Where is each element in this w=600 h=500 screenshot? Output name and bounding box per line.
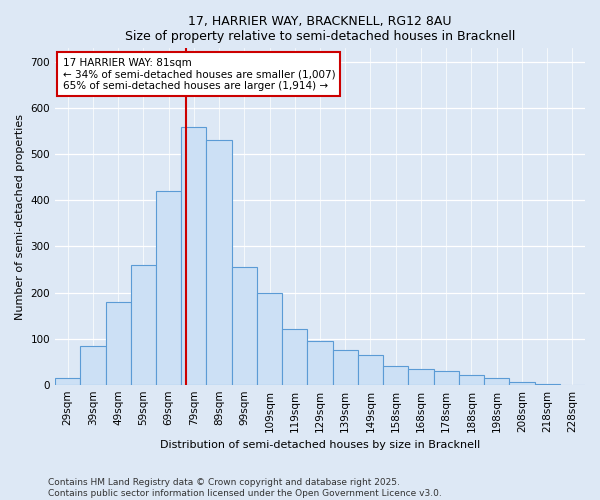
Bar [459,376,484,384]
Text: Contains HM Land Registry data © Crown copyright and database right 2025.
Contai: Contains HM Land Registry data © Crown c… [48,478,442,498]
Bar [257,292,282,384]
Bar [80,346,106,385]
Bar [332,350,358,384]
Title: 17, HARRIER WAY, BRACKNELL, RG12 8AU
Size of property relative to semi-detached : 17, HARRIER WAY, BRACKNELL, RG12 8AU Siz… [125,15,515,43]
Bar [434,371,459,384]
Text: 17 HARRIER WAY: 81sqm
← 34% of semi-detached houses are smaller (1,007)
65% of s: 17 HARRIER WAY: 81sqm ← 34% of semi-deta… [62,58,335,90]
Bar [131,265,156,384]
Bar [484,378,509,384]
Bar [307,341,332,384]
Bar [509,382,535,384]
Bar [383,366,409,384]
Bar [55,378,80,384]
Bar [282,330,307,384]
Bar [358,354,383,384]
Bar [409,368,434,384]
Bar [106,302,131,384]
Bar [181,126,206,384]
Bar [156,191,181,384]
X-axis label: Distribution of semi-detached houses by size in Bracknell: Distribution of semi-detached houses by … [160,440,480,450]
Bar [206,140,232,384]
Bar [232,267,257,384]
Y-axis label: Number of semi-detached properties: Number of semi-detached properties [15,114,25,320]
